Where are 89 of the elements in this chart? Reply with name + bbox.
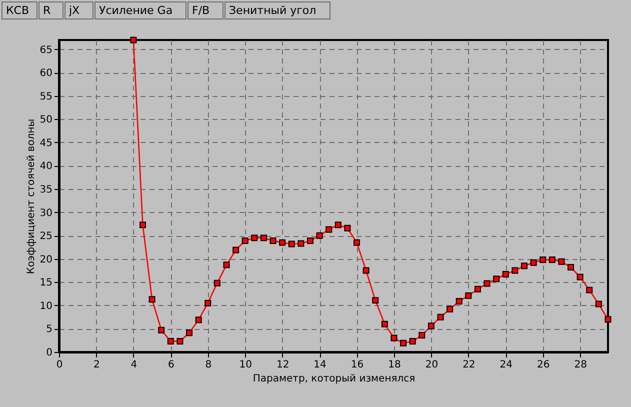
point: [558, 258, 565, 265]
y-tick-label: 10: [40, 300, 52, 312]
y-tick-label: 55: [40, 91, 52, 102]
point: [307, 237, 314, 244]
x-tick-label: 2: [94, 360, 100, 370]
point: [251, 234, 258, 242]
text: Усиление Ga: [99, 4, 173, 17]
x-tick-label: 24: [500, 360, 513, 370]
y-tick-label: 50: [40, 114, 52, 126]
y-tick-label: 45: [40, 138, 52, 149]
point: [362, 267, 370, 274]
point: [204, 300, 212, 306]
text: F/B: [192, 4, 210, 17]
x-tick-label: 6: [168, 360, 174, 370]
x-tick-label: 18: [388, 360, 401, 370]
point: [298, 240, 304, 247]
y-tick-label: 25: [40, 231, 52, 242]
y-tick-label: 30: [40, 208, 52, 219]
point: [548, 256, 556, 264]
point: [530, 259, 537, 266]
point: [354, 239, 360, 246]
text: jX: [68, 4, 80, 17]
point: [493, 276, 500, 282]
point: [521, 262, 528, 270]
x-axis-title: Параметр, который изменялся: [252, 374, 416, 384]
point: [604, 316, 612, 323]
point: [242, 237, 248, 244]
point: [586, 286, 593, 294]
text: Зенитный угол: [229, 4, 316, 17]
point: [595, 300, 602, 308]
point: [418, 332, 426, 338]
point: [446, 306, 454, 312]
point: [540, 256, 546, 264]
y-tick-label: 65: [40, 44, 52, 56]
text: КСВ: [6, 4, 30, 17]
y-tick-label: 40: [40, 161, 52, 172]
y-tick-label: 35: [40, 184, 52, 196]
text: R: [43, 4, 51, 17]
point: [167, 338, 174, 345]
point: [195, 316, 202, 324]
y-tick-label: 0: [46, 348, 52, 358]
point: [390, 334, 398, 342]
point: [158, 326, 165, 334]
y-tick-label: 5: [46, 324, 52, 336]
point: [326, 226, 332, 233]
point: [148, 296, 156, 303]
y-axis-title: Коэффициент стоячей волны: [26, 118, 37, 274]
point: [576, 274, 584, 280]
point: [437, 314, 444, 320]
y-tick-label: 60: [40, 68, 52, 80]
x-tick-label: 8: [205, 360, 212, 370]
x-tick-label: 28: [574, 360, 587, 370]
y-tick-label: 15: [40, 278, 52, 289]
point: [409, 338, 416, 345]
point: [232, 246, 240, 254]
point: [214, 280, 220, 286]
point: [502, 270, 509, 278]
point: [279, 239, 286, 246]
x-tick-label: 20: [425, 360, 438, 370]
point: [260, 234, 267, 242]
x-tick-label: 16: [350, 360, 364, 370]
point: [130, 36, 137, 44]
point: [176, 338, 184, 345]
point: [140, 222, 146, 228]
point: [316, 232, 323, 239]
x-tick-label: 12: [276, 360, 290, 370]
point: [428, 322, 434, 330]
x-tick-label: 22: [462, 360, 476, 370]
y-tick-label: 20: [40, 254, 52, 266]
point: [400, 340, 407, 346]
x-tick-label: 14: [314, 360, 326, 370]
point: [334, 222, 342, 228]
point: [568, 264, 574, 270]
point: [456, 298, 462, 304]
point: [186, 330, 193, 336]
point: [223, 262, 230, 268]
point: [372, 297, 379, 304]
point: [344, 224, 351, 232]
x-tick-label: 10: [239, 360, 252, 370]
point: [270, 237, 276, 244]
x-tick-label: 4: [130, 360, 138, 370]
point: [484, 280, 490, 287]
point: [474, 286, 481, 292]
point: [512, 267, 518, 274]
x-tick-label: 26: [536, 360, 550, 370]
x-tick-label: 0: [56, 360, 63, 370]
point: [381, 320, 388, 328]
point: [465, 292, 472, 299]
point: [288, 240, 295, 248]
